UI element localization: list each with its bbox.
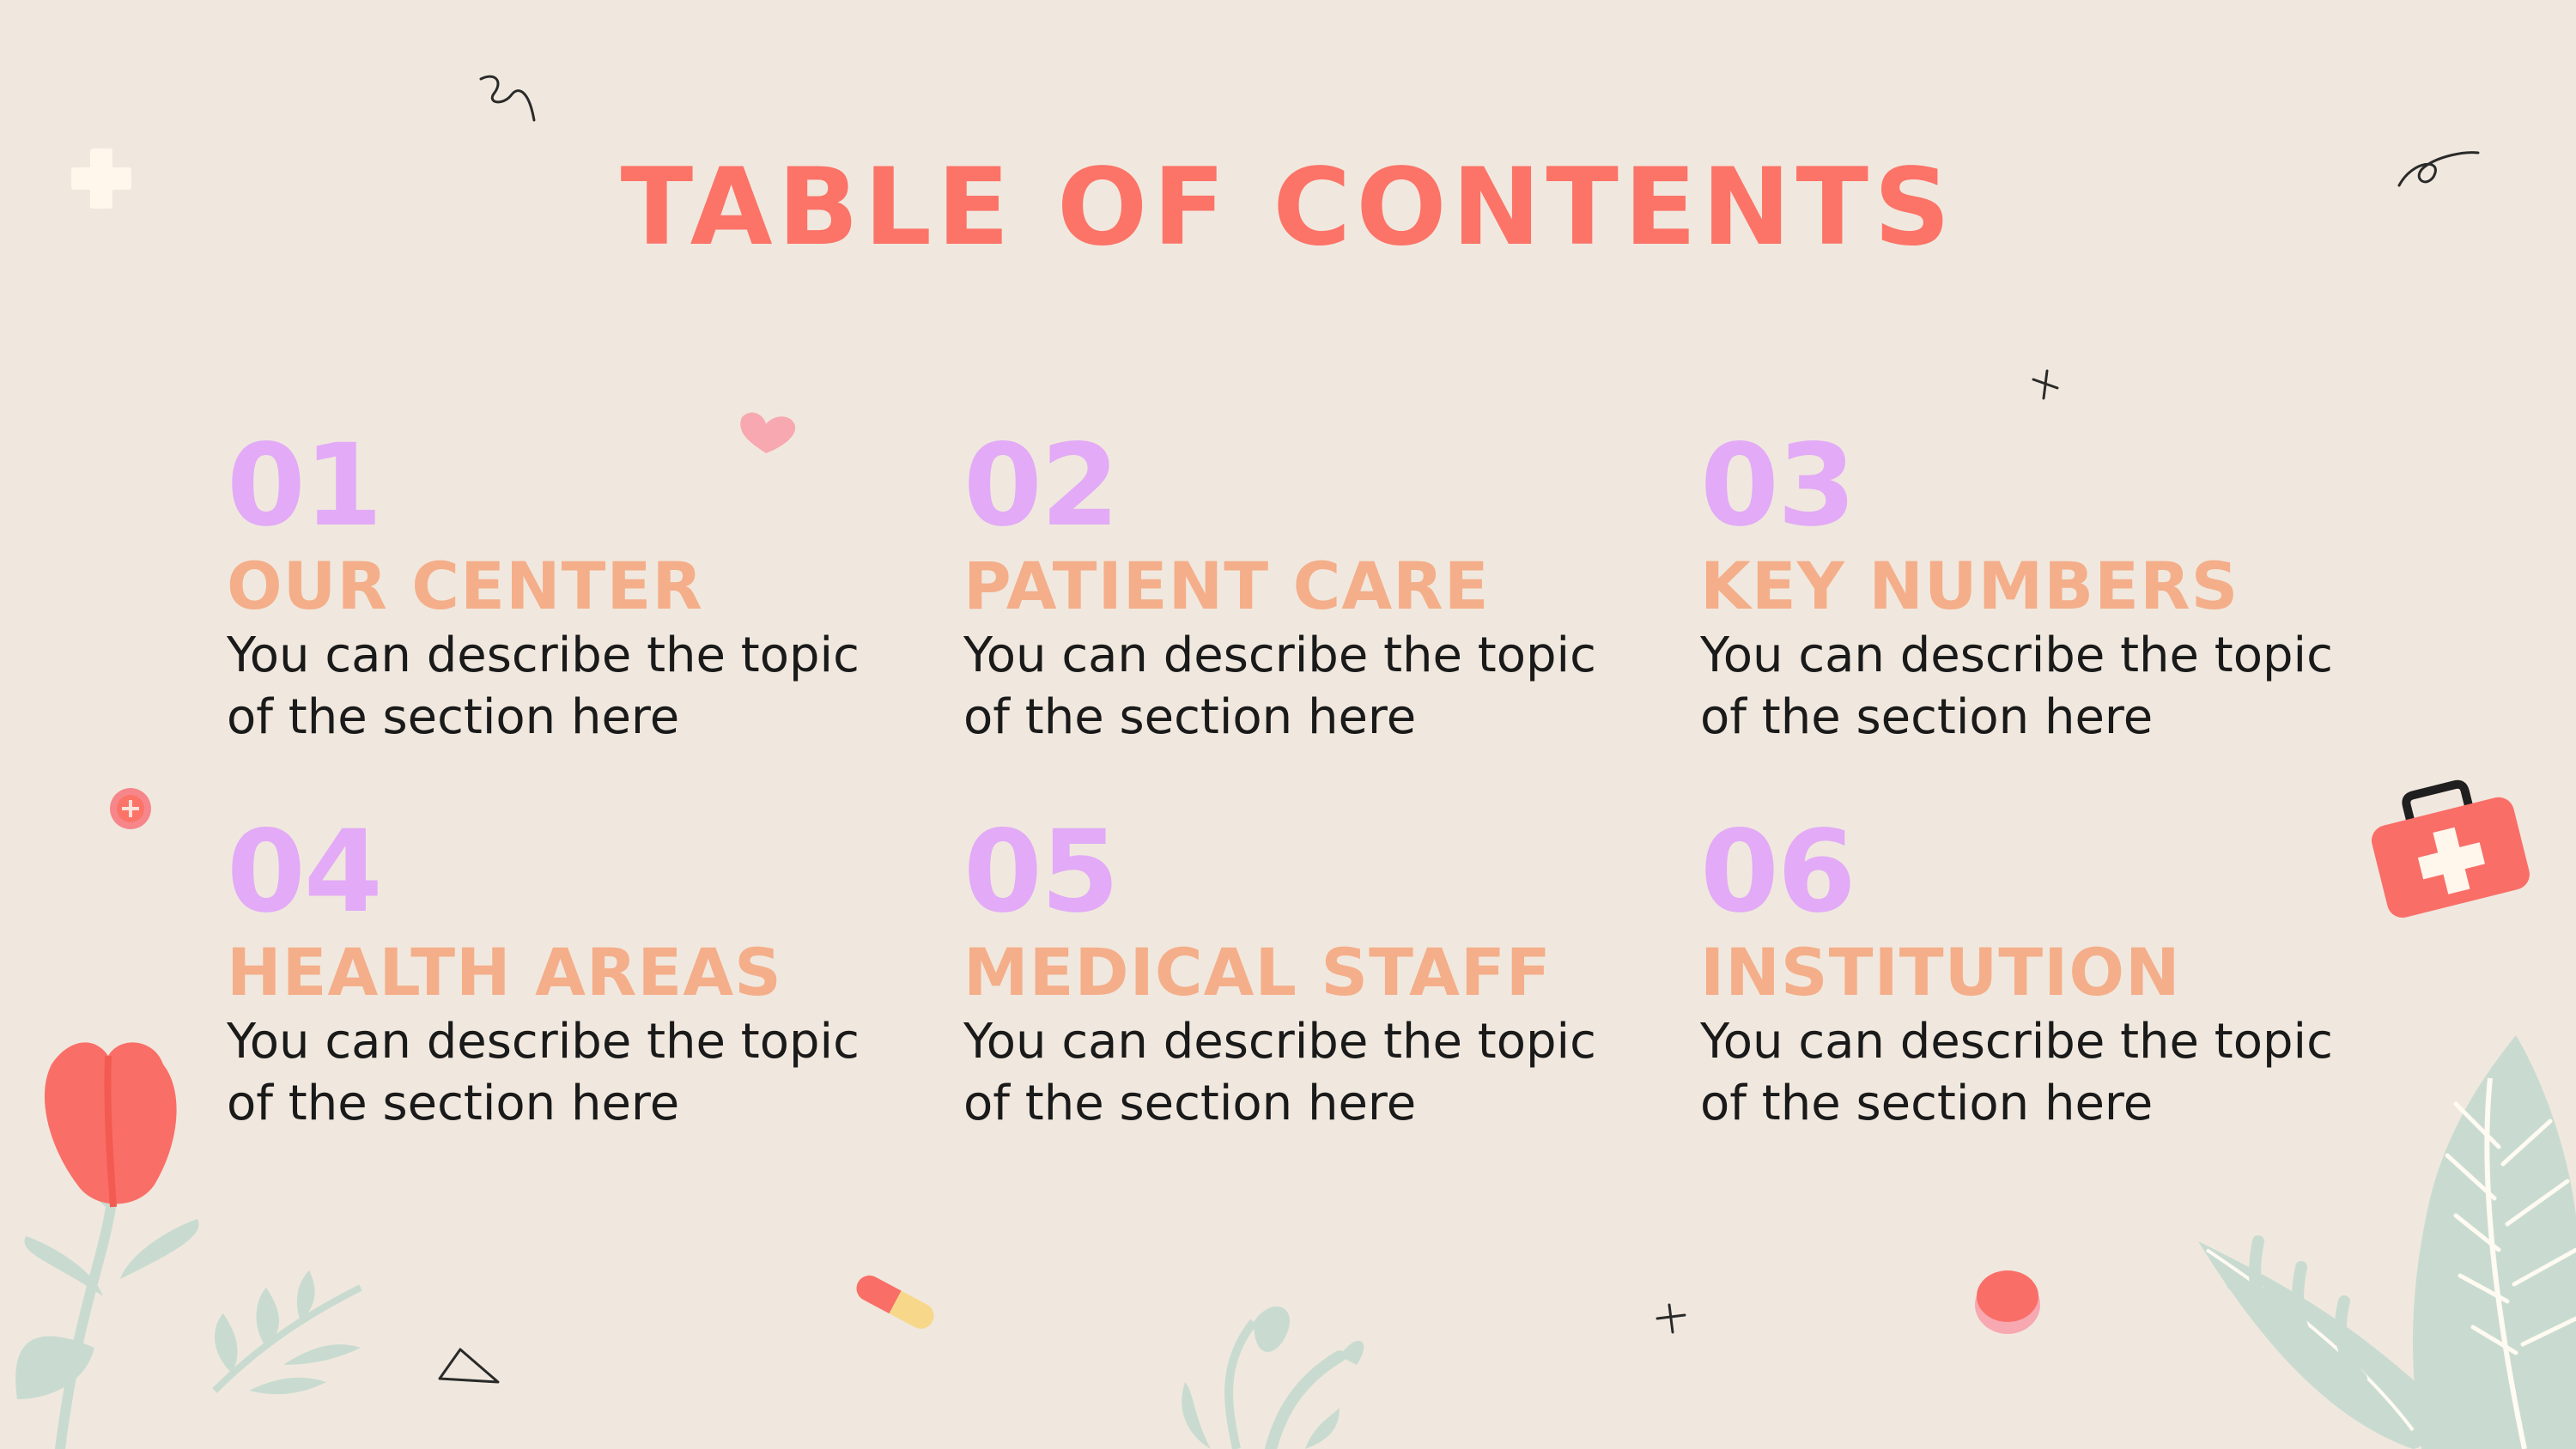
toc-item-3: 03 KEY NUMBERS You can describe the topi…: [1700, 426, 2387, 749]
pill-badge-icon: [108, 786, 153, 831]
section-heading: MEDICAL STAFF: [963, 934, 1552, 1010]
cross-mark-icon: [1654, 1301, 1688, 1336]
cross-mark-icon: [2028, 367, 2063, 402]
section-heading: KEY NUMBERS: [1700, 548, 2239, 624]
section-description: You can describe the topic of the sectio…: [963, 627, 1596, 745]
swirl-icon: [2396, 142, 2482, 194]
section-number: 05: [963, 806, 1120, 938]
flower-icon: [0, 1039, 395, 1449]
section-description: You can describe the topic of the sectio…: [227, 1014, 860, 1131]
section-description: You can describe the topic of the sectio…: [1700, 1014, 2333, 1131]
section-heading: INSTITUTION: [1700, 934, 2181, 1010]
section-number: 04: [227, 806, 383, 938]
section-heading: HEALTH AREAS: [227, 934, 782, 1010]
section-number: 06: [1700, 806, 1856, 938]
section-heading: PATIENT CARE: [963, 548, 1490, 624]
section-description: You can describe the topic of the sectio…: [963, 1014, 1596, 1131]
heart-icon: [735, 409, 800, 457]
toc-item-1: 01 OUR CENTER You can describe the topic…: [227, 426, 914, 749]
capsule-icon: [848, 1267, 943, 1336]
swirl-icon: [477, 72, 541, 127]
section-number: 01: [227, 420, 383, 552]
triangle-icon: [434, 1344, 503, 1387]
section-description: You can describe the topic of the sectio…: [1700, 627, 2333, 745]
plus-icon: [70, 148, 132, 209]
section-heading: OUR CENTER: [227, 548, 703, 624]
toc-item-5: 05 MEDICAL STAFF You can describe the to…: [963, 812, 1650, 1135]
toc-item-4: 04 HEALTH AREAS You can describe the top…: [227, 812, 914, 1135]
section-description: You can describe the topic of the sectio…: [227, 627, 860, 745]
toc-item-6: 06 INSTITUTION You can describe the topi…: [1700, 812, 2387, 1135]
monstera-leaf-icon: [2198, 1027, 2576, 1449]
section-number: 03: [1700, 420, 1856, 552]
round-pill-icon: [1971, 1265, 2044, 1337]
page-title: TABLE OF CONTENTS: [620, 146, 1956, 270]
section-number: 02: [963, 420, 1120, 552]
toc-item-2: 02 PATIENT CARE You can describe the top…: [963, 426, 1650, 749]
leaf-icon: [1168, 1288, 1365, 1449]
first-aid-kit-icon: [2360, 773, 2540, 927]
